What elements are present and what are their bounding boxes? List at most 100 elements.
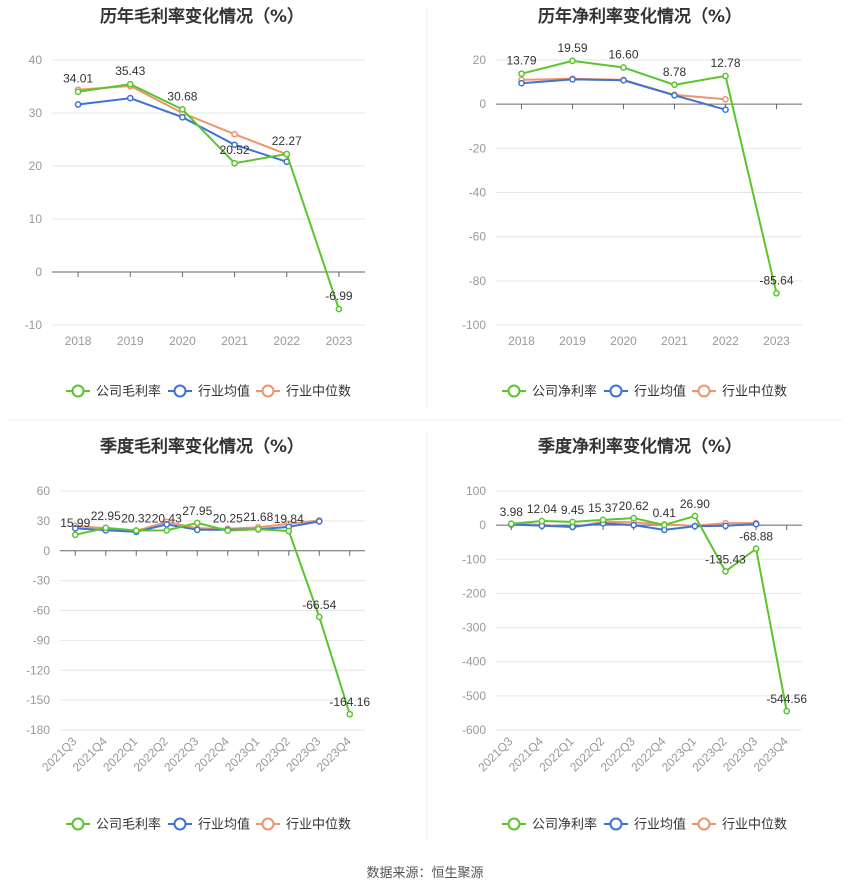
data-point-industry-median xyxy=(722,95,729,103)
series-line-company xyxy=(521,59,778,294)
data-point-company xyxy=(126,80,134,88)
data-point-industry-avg xyxy=(691,522,699,530)
legend-marker-icon xyxy=(261,384,275,398)
x-tick-label: 2019 xyxy=(559,334,586,348)
y-tick-label: -30 xyxy=(33,574,51,588)
legend-label: 公司毛利率 xyxy=(96,817,161,833)
legend-item-industry-median: 行业中位数 xyxy=(692,384,787,400)
chart-title: 历年毛利率变化情况（%） xyxy=(100,6,304,27)
data-label: -6.99 xyxy=(325,289,353,303)
data-point-industry-median xyxy=(231,130,238,138)
data-point-industry-avg xyxy=(722,522,729,530)
data-point-industry-avg xyxy=(231,141,238,149)
data-point-company xyxy=(599,516,607,524)
legend-label: 行业均值 xyxy=(634,817,686,833)
data-point-industry-avg xyxy=(74,101,82,108)
data-label: 8.78 xyxy=(663,65,687,79)
data-label: 12.78 xyxy=(710,56,740,70)
data-label: 21.68 xyxy=(243,510,273,524)
legend-marker-icon xyxy=(609,384,623,398)
y-tick-label: 20 xyxy=(473,53,487,67)
legend-label: 公司净利率 xyxy=(532,384,597,400)
data-label: 20.32 xyxy=(121,512,151,526)
y-tick-label: 0 xyxy=(35,265,42,279)
x-tick-label: 2020 xyxy=(610,334,637,348)
data-point-industry-avg xyxy=(569,76,576,83)
y-tick-label: -100 xyxy=(462,552,486,566)
legend-item-company: 公司净利率 xyxy=(502,817,597,833)
y-tick-label: -120 xyxy=(26,663,50,677)
data-point-company xyxy=(102,524,110,532)
data-label: -85.64 xyxy=(759,273,793,287)
legend-label: 行业均值 xyxy=(634,384,686,400)
data-point-company xyxy=(691,512,699,520)
data-label: 30.68 xyxy=(167,89,197,103)
data-label: -135.43 xyxy=(705,552,746,566)
data-point-industry-avg xyxy=(193,526,201,534)
data-point-industry-avg xyxy=(518,79,525,87)
chart-panel-1: 历年毛利率变化情况（%） 40 30 20 10 0 -10 2018 2019 2020 2021… xyxy=(25,6,365,400)
legend-label: 行业中位数 xyxy=(722,818,787,833)
data-source-note: 数据来源：恒生聚源 xyxy=(366,866,484,881)
data-label: 20.62 xyxy=(619,499,649,513)
y-tick-label: -40 xyxy=(469,186,487,200)
data-label: 19.59 xyxy=(557,41,587,55)
y-tick-label: -60 xyxy=(33,604,51,618)
data-label: 35.43 xyxy=(115,64,145,78)
data-label: 15.99 xyxy=(60,516,90,530)
legend-marker-icon xyxy=(173,817,187,831)
x-tick-label: 2023Q4 xyxy=(314,734,354,774)
data-point-company xyxy=(335,305,343,313)
y-tick-label: 40 xyxy=(29,53,43,67)
y-tick-label: -10 xyxy=(25,318,43,332)
y-tick-label: -150 xyxy=(26,693,50,707)
data-point-company xyxy=(569,57,576,65)
data-label: 3.98 xyxy=(500,505,524,519)
data-point-company xyxy=(620,64,627,71)
data-label: 15.37 xyxy=(588,501,618,515)
y-tick-label: -20 xyxy=(469,141,487,155)
x-tick-label: 2022 xyxy=(273,334,300,348)
legend-item-industry-median: 行业中位数 xyxy=(256,817,351,833)
data-point-company xyxy=(193,519,201,527)
data-label: 27.95 xyxy=(182,504,212,518)
y-tick-label: 60 xyxy=(37,484,51,498)
y-tick-label: -500 xyxy=(462,689,486,703)
y-tick-label: 10 xyxy=(29,212,43,226)
legend-marker-icon xyxy=(507,384,521,398)
y-tick-label: 0 xyxy=(43,544,50,558)
legend-label: 公司毛利率 xyxy=(96,384,161,400)
legend-marker-icon xyxy=(507,817,521,831)
data-point-industry-avg xyxy=(722,106,729,114)
x-tick-label: 2020 xyxy=(169,334,196,348)
y-tick-label: 30 xyxy=(29,106,43,120)
data-label: 16.60 xyxy=(608,48,638,62)
data-point-company xyxy=(285,527,293,535)
y-tick-label: -80 xyxy=(469,274,487,288)
chart-panel-3: 季度毛利率变化情况（%） 60 30 0 -30 -60 -90 -120 -150 -180 20… xyxy=(26,436,370,833)
data-point-company xyxy=(630,514,638,522)
y-tick-label: 30 xyxy=(37,514,51,528)
y-tick-label: -400 xyxy=(462,655,486,669)
legend-item-industry-avg: 行业均值 xyxy=(168,384,250,400)
data-point-industry-avg xyxy=(315,518,323,525)
data-point-company xyxy=(132,527,140,534)
chart-title: 历年净利率变化情况（%） xyxy=(538,6,742,27)
data-label: 20.43 xyxy=(152,511,182,525)
data-point-company xyxy=(507,520,515,528)
legend-item-industry-avg: 行业均值 xyxy=(604,817,686,833)
x-tick-label: 2023 xyxy=(326,334,353,348)
data-label: -68.88 xyxy=(739,530,773,544)
data-point-company xyxy=(660,521,668,529)
data-point-industry-avg xyxy=(126,94,134,102)
y-tick-label: -100 xyxy=(462,318,486,332)
legend-marker-icon xyxy=(71,817,85,831)
legend-item-industry-avg: 行业均值 xyxy=(604,384,686,400)
legend-label: 公司净利率 xyxy=(532,817,597,833)
data-point-company xyxy=(752,545,760,553)
y-tick-label: -180 xyxy=(26,723,50,737)
legend-item-company: 公司毛利率 xyxy=(66,817,161,833)
data-point-company xyxy=(722,72,729,80)
y-tick-label: 20 xyxy=(29,159,43,173)
data-label: -66.54 xyxy=(302,598,336,612)
